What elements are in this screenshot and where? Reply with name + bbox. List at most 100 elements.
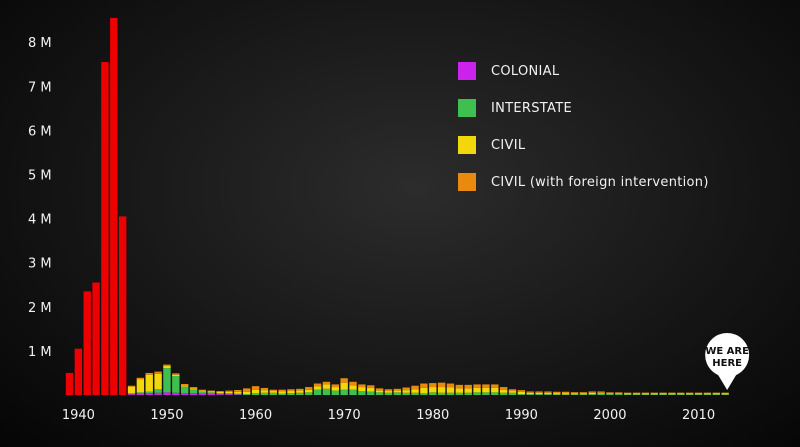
legend-swatch-interstate	[458, 99, 476, 117]
bar-segment-interstate	[561, 394, 570, 395]
bar-segment-civil-foreign	[721, 392, 729, 394]
bar-segment-interstate	[429, 392, 437, 395]
y-tick-label: 3 M	[28, 257, 52, 272]
bar-segment-civil-foreign	[464, 384, 472, 389]
bar-segment-interstate	[305, 392, 313, 395]
bar-segment-civil-foreign	[615, 392, 623, 394]
bar-segment-civil-foreign	[234, 389, 242, 392]
bar-segment-civil-foreign	[455, 384, 464, 389]
legend-item-civil: CIVIL	[458, 136, 709, 154]
bar-segment-interstate	[189, 389, 198, 394]
bar-segment-civil-foreign	[269, 389, 277, 392]
bar-segment-civil-foreign	[686, 392, 694, 394]
y-tick-label: 2 M	[28, 301, 52, 316]
bar-segment-civil-foreign	[243, 388, 251, 392]
bar-segment-civil	[172, 374, 180, 377]
bar-segment-civil-foreign	[251, 386, 260, 390]
bar-segment-civil-foreign	[641, 392, 650, 394]
bar-segment-civil	[305, 389, 313, 393]
bar-segment-colonial	[145, 393, 153, 395]
bar-segment-interstate	[499, 392, 508, 395]
bar-segment-colonial	[198, 393, 207, 395]
y-tick-label: 6 M	[28, 124, 52, 139]
bar-segment-civil-foreign	[127, 385, 136, 387]
bar-segment-civil	[145, 374, 153, 392]
bar-segment-civil-foreign	[163, 364, 171, 366]
bar-segment-civil	[127, 386, 136, 394]
bar-segment-civil	[278, 391, 286, 394]
bar-segment-civil-foreign	[278, 389, 286, 392]
marker-text-line1: WE ARE	[705, 346, 749, 357]
bar-segment-interstate	[615, 394, 623, 395]
bar-segment-civil	[207, 391, 215, 393]
bar-segment-interstate	[243, 394, 251, 395]
bar-segment-civil-foreign	[429, 383, 437, 388]
x-axis: 1940 1950 1960 1970 1980 1990 2000 2010	[62, 408, 715, 423]
legend-swatch-civil	[458, 136, 476, 154]
bar-segment-civil	[721, 393, 729, 395]
bar-segment-interstate	[180, 386, 189, 394]
bar-segment-civil-foreign	[544, 391, 552, 393]
bar-segment-civil-foreign	[623, 392, 632, 394]
bar-segment-interstate	[508, 392, 517, 395]
bar-segment-interstate	[322, 388, 331, 395]
bar-segment-interstate	[606, 394, 614, 395]
bar-segment-civil	[384, 391, 393, 393]
y-tick-label: 4 M	[28, 213, 52, 228]
bar-segment-civil-foreign	[570, 392, 579, 394]
bar-segment-civil	[686, 393, 694, 395]
bar-segment-civil-foreign	[287, 389, 295, 392]
bar-segment-civil	[269, 391, 277, 393]
bar-segment-civil	[287, 391, 295, 394]
bar-segment-civil-foreign	[411, 385, 419, 390]
bar-segment-civil	[588, 392, 596, 395]
legend-label-civil: CIVIL	[491, 137, 526, 153]
bar-segment-civil	[313, 386, 322, 390]
bar-segment-civil	[225, 391, 233, 394]
bar-segment-colonial	[136, 393, 145, 395]
bar-segment-civil	[526, 392, 534, 395]
bar-segment-civil	[464, 388, 472, 393]
bar-segment-interstate	[340, 389, 348, 395]
bar-segment-colonial	[207, 393, 215, 395]
bar-segment-civil-foreign	[437, 382, 446, 388]
bar-segment-interstate	[641, 394, 650, 395]
bar-segment-interstate	[260, 392, 269, 395]
bar-segment-interstate	[535, 394, 543, 395]
bar-segment-civil-foreign	[198, 389, 207, 391]
x-tick-label: 1990	[505, 408, 538, 423]
bar-segment-interstate	[473, 392, 481, 395]
bar-segment-civil	[437, 387, 446, 393]
y-axis: 1 M 2 M 3 M 4 M 5 M 6 M 7 M 8 M	[28, 36, 52, 360]
x-tick-label: 2010	[682, 408, 715, 423]
bar-segment-interstate	[650, 394, 658, 395]
bar-ww2	[74, 348, 83, 395]
bar-segment-interstate	[491, 392, 499, 395]
bar-segment-interstate	[331, 390, 339, 395]
bar-segment-civil	[420, 387, 428, 394]
bar-segment-civil-foreign	[384, 389, 393, 392]
bar-segment-interstate	[411, 392, 419, 395]
bar-segment-civil	[429, 387, 437, 393]
bar-segment-civil-foreign	[331, 384, 339, 388]
y-tick-label: 1 M	[28, 345, 52, 360]
bar-segment-interstate	[420, 393, 428, 395]
bar-segment-interstate	[570, 394, 579, 395]
bar-segment-civil-foreign	[482, 384, 490, 388]
bar-segment-interstate	[163, 368, 171, 393]
bar-ww2	[65, 372, 74, 395]
bar-segment-civil-foreign	[677, 392, 685, 394]
bar-segment-civil	[491, 387, 499, 393]
bar-segment-interstate	[145, 391, 153, 394]
bar-segment-civil	[234, 391, 242, 394]
legend-label-civil-foreign: CIVIL (with foreign intervention)	[491, 174, 709, 190]
bar-ww2	[118, 216, 127, 395]
bar-segment-civil	[668, 393, 676, 395]
bar-segment-civil	[606, 393, 614, 395]
bar-segment-civil-foreign	[517, 390, 526, 392]
bar-segment-interstate	[384, 392, 393, 395]
marker-text-line2: HERE	[712, 358, 742, 369]
bar-segment-civil-foreign	[703, 392, 712, 394]
bar-segment-civil	[535, 392, 543, 395]
